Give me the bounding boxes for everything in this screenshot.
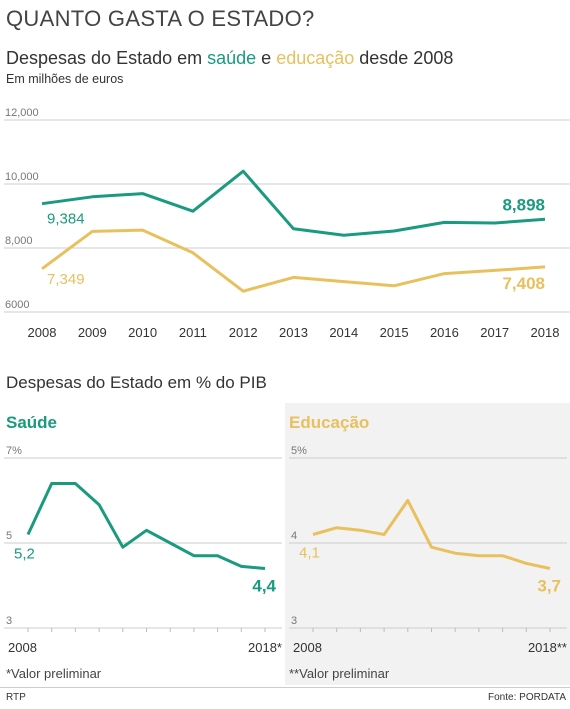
saude-start-label: 5,2 [14,546,35,563]
saude-end-label: 4,4 [252,577,276,596]
data-source: Fonte: PORDATA [488,692,566,703]
saude-start-label: 9,384 [47,211,85,228]
chart1-subtitle: Em milhões de euros [6,72,124,86]
series-line-educação [41,228,546,293]
x-tick-label: 2018 [531,325,560,340]
y-tick-label: 8,000 [5,235,33,247]
x-tick-label: 2012 [229,325,258,340]
educacao-start-label: 7,349 [47,271,85,288]
educacao-start-label: 4,1 [299,545,320,562]
chart1-title-educacao: educação [276,48,355,68]
spending-millions-chart: 6000 8,000 10,000 12,000 2008 2009 2010 2011 201… [4,107,570,340]
educacao-end-label: 3,7 [537,577,561,596]
educacao-y-tick-label: 4 [291,530,297,542]
saude-y-tick-label: 7% [6,445,22,457]
chart1-title: Despesas do Estado em saúde e educação d… [6,48,453,69]
saude-x-end-label: 2018* [248,640,282,655]
educacao-y-tick-label: 5% [291,445,307,457]
saude-gdp-chart: 3 5 7% 2008 2018* 5,2 4,4 [4,445,282,655]
series-line-saúde [41,169,546,237]
educacao-gdp-chart: 3 4 5% 2008 2018** 4,1 3,7 [289,445,567,655]
y-tick-label: 10,000 [5,171,39,183]
page-title: QUANTO GASTA O ESTADO? [6,6,315,31]
publisher-credit: RTP [6,692,26,703]
saude-y-tick-label: 5 [6,530,12,542]
x-tick-label: 2014 [329,325,358,340]
x-tick-label: 2016 [430,325,459,340]
chart1-title-saude: saúde [207,48,257,68]
educacao-panel-title: Educação [289,413,370,432]
y-tick-label: 6000 [5,299,29,311]
chart1-title-part-5: desde 2008 [354,48,454,68]
x-tick-label: 2017 [480,325,509,340]
chart1-title-part-3: e [256,48,277,68]
educacao-x-end-label: 2018** [528,640,567,655]
educacao-end-label: 7,408 [502,274,545,293]
educacao-panel-background [285,403,570,685]
educacao-series-line [312,499,551,570]
saude-panel-title: Saúde [6,413,58,432]
x-tick-label: 2008 [28,325,57,340]
educacao-footnote: **Valor preliminar [289,666,390,681]
saude-end-label: 8,898 [502,195,545,214]
saude-y-tick-label: 3 [6,615,12,627]
x-tick-label: 2009 [78,325,107,340]
x-tick-label: 2010 [128,325,157,340]
educacao-y-tick-label: 3 [291,615,297,627]
y-tick-label: 12,000 [5,107,39,119]
chart2-title: Despesas do Estado em % do PIB [6,373,267,392]
saude-series-line [26,482,266,570]
chart1-title-part-1: Despesas do Estado em [6,48,208,68]
x-tick-label: 2015 [380,325,409,340]
saude-x-start-label: 2008 [8,640,37,655]
x-tick-label: 2011 [179,325,207,340]
footer-divider [0,687,570,688]
educacao-x-start-label: 2008 [293,640,322,655]
saude-footnote: *Valor preliminar [6,666,102,681]
x-tick-label: 2013 [279,325,308,340]
